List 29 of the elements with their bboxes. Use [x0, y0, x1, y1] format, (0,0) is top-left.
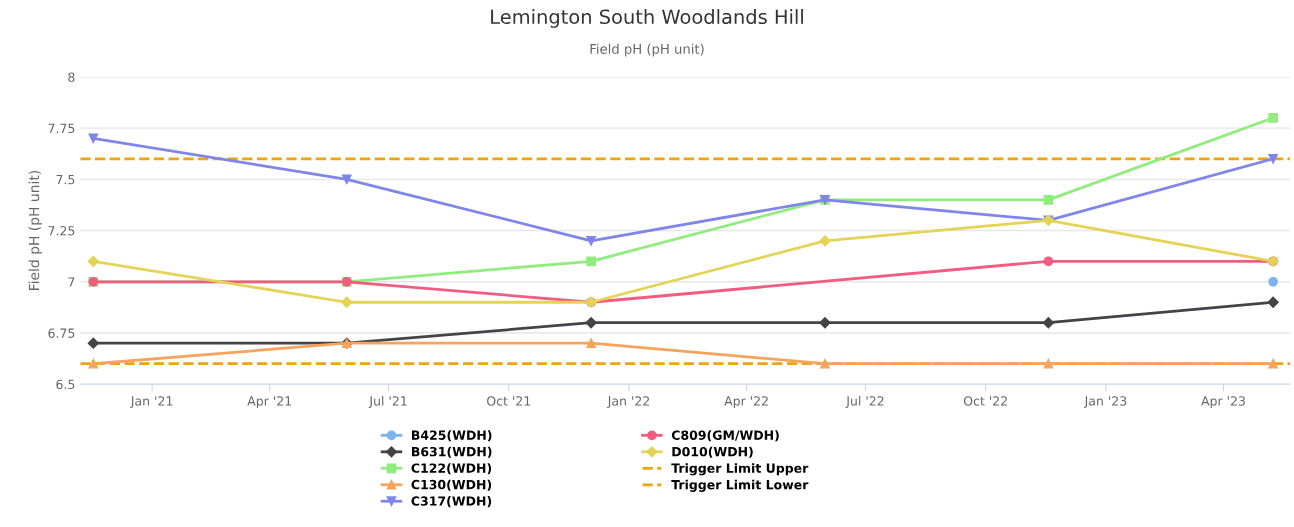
y-tick-label: 7 — [68, 277, 75, 287]
legend-label: C122(WDH) — [411, 463, 492, 475]
legend-label: B631(WDH) — [411, 446, 492, 458]
chart-title: Lemington South Woodlands Hill — [491, 9, 803, 28]
x-tick-label: Oct '22 — [963, 396, 1007, 406]
x-tick-label: Apr '22 — [724, 396, 768, 409]
x-tick-label: Oct '21 — [487, 396, 531, 406]
legend-label: B425(WDH) — [411, 430, 492, 442]
legend-label: C130(WDH) — [411, 479, 492, 491]
legend-label: D010(WDH) — [672, 446, 753, 458]
y-tick-label: 6.5 — [56, 379, 75, 390]
legend-label: Trigger Limit Upper — [671, 463, 809, 476]
x-tick-label: Jan '23 — [1083, 396, 1127, 408]
y-axis-title: Field pH (pH unit) — [28, 170, 42, 290]
x-tick-label: Jan '22 — [607, 396, 650, 408]
x-tick-label: Jan '21 — [130, 396, 173, 408]
x-tick-label: Jul '21 — [368, 395, 407, 408]
y-tick-label: 7.75 — [48, 123, 75, 134]
y-tick-label: 6.75 — [48, 328, 75, 338]
y-tick-label: 7.5 — [56, 174, 75, 185]
x-tick-label: Jul '22 — [845, 395, 884, 408]
legend-label: Trigger Limit Lower — [671, 479, 809, 492]
chart-subtitle: Field pH (pH unit) — [590, 43, 704, 57]
x-tick-label: Apr '23 — [1201, 396, 1245, 409]
legend-label: C809(GM/WDH) — [671, 430, 779, 442]
legend-label: C317(WDH) — [411, 496, 492, 508]
y-tick-label: 7.25 — [48, 226, 75, 236]
x-tick-label: Apr '21 — [247, 396, 291, 409]
y-tick-label: 8 — [68, 72, 75, 82]
